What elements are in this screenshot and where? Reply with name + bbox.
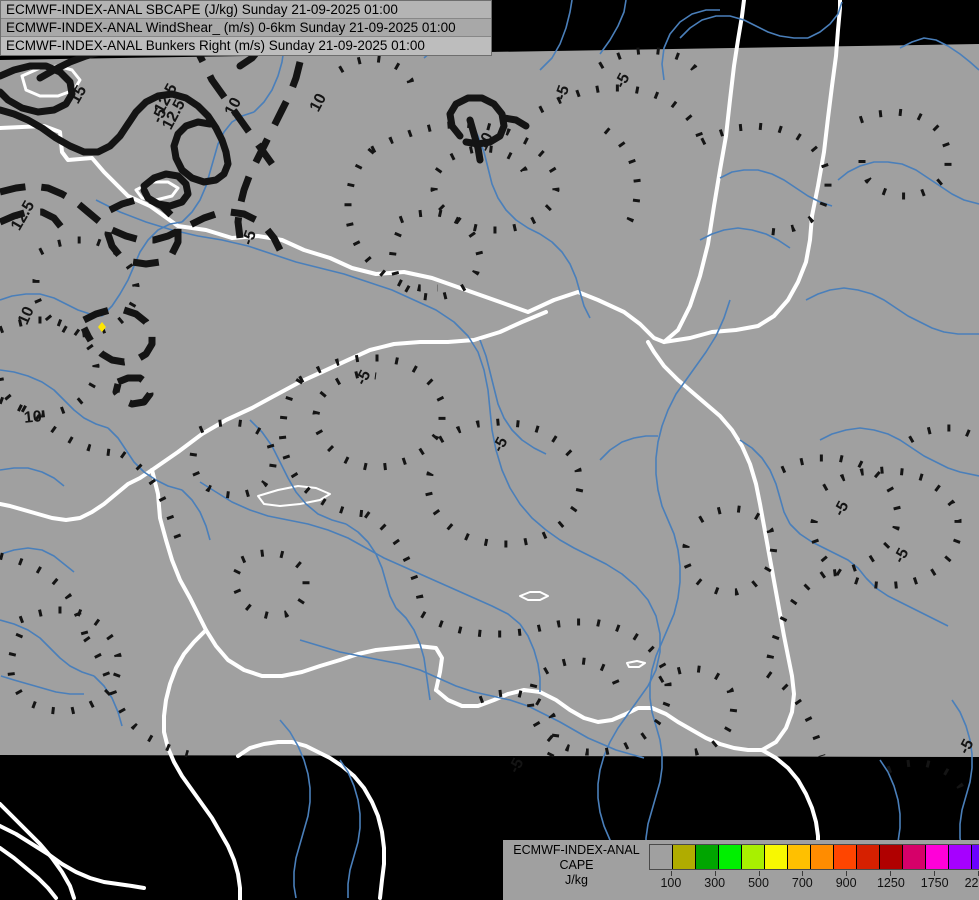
- legend-caption: ECMWF-INDEX-ANAL CAPE J/kg: [509, 843, 644, 888]
- tick-mark: [758, 871, 760, 876]
- colorbar-swatch-3: [719, 845, 742, 869]
- colorbar-tick-100: 100: [660, 871, 715, 895]
- contour-label-neg5: -5: [489, 434, 512, 456]
- tick-mark: [933, 871, 935, 876]
- tick-label: 100: [660, 876, 682, 890]
- tick-label: 1750: [920, 876, 949, 890]
- colorbar-swatch-10: [880, 845, 903, 869]
- title-line-bunkers-right: ECMWF-INDEX-ANAL Bunkers Right (m/s) Sun…: [1, 37, 491, 55]
- colorbar-tick-300: 300: [704, 871, 759, 895]
- storm-marker-icon: [98, 322, 106, 332]
- colorbar-tick-900: 900: [836, 871, 890, 895]
- title-line-windshear: ECMWF-INDEX-ANAL WindShear_ (m/s) 0-6km …: [1, 19, 491, 37]
- colorbar-tick-500: 500: [748, 871, 803, 895]
- tick-label: 1250: [876, 876, 905, 890]
- cape-colorbar[interactable]: [649, 844, 979, 870]
- tick-mark: [802, 871, 804, 876]
- colorbar-swatch-12: [926, 845, 949, 869]
- colorbar-swatch-8: [834, 845, 857, 869]
- contour-label-10: 10: [221, 94, 246, 119]
- colorbar-swatch-7: [811, 845, 834, 869]
- tick-mark: [714, 871, 716, 876]
- contour-label-neg5: -5: [352, 367, 375, 389]
- contour-label-12neg5: 12.5: [159, 97, 189, 133]
- legend-units: J/kg: [565, 873, 588, 887]
- contour-label-neg5: -5: [239, 228, 261, 248]
- title-line-sbcape: ECMWF-INDEX-ANAL SBCAPE (J/kg) Sunday 21…: [1, 1, 491, 19]
- colorbar-swatch-4: [742, 845, 765, 869]
- colorbar-swatch-9: [857, 845, 880, 869]
- tick-mark: [977, 871, 979, 876]
- contour-label-10: 10: [15, 304, 38, 328]
- cape-colorbar-ticks: 10030050070090012501750225030005000: [649, 871, 979, 895]
- contour-label-12neg5: 12.5: [151, 81, 181, 117]
- colorbar-tick-1250: 1250: [877, 871, 934, 895]
- colorbar-swatch-6: [788, 845, 811, 869]
- contour-label-neg5: -5: [611, 70, 634, 92]
- tick-label: 300: [704, 876, 726, 890]
- tick-label: 2250: [964, 876, 979, 890]
- map-title-overlay: ECMWF-INDEX-ANAL SBCAPE (J/kg) Sunday 21…: [0, 0, 492, 56]
- colorbar-swatch-1: [673, 845, 696, 869]
- contour-label-neg5: -5: [890, 545, 913, 567]
- colorbar-tick-2250: 2250: [965, 871, 979, 895]
- contour-label-neg5: -5: [148, 105, 171, 126]
- cape-legend-panel: ECMWF-INDEX-ANAL CAPE J/kg 100 300 500 700 9…: [503, 840, 979, 900]
- tick-label: 900: [835, 876, 857, 890]
- contour-label-15: 15: [66, 82, 91, 107]
- tick-label: 500: [748, 876, 769, 890]
- contour-label-neg5: -5: [830, 498, 853, 520]
- legend-parameter-name: CAPE: [559, 858, 594, 872]
- legend-model-name: ECMWF-INDEX-ANAL: [513, 843, 640, 857]
- contour-label-10: 10: [473, 129, 498, 154]
- contour-label-neg5: -5: [552, 83, 574, 103]
- tick-mark: [889, 871, 891, 876]
- colorbar-swatch-14: [972, 845, 979, 869]
- contour-label-10: 10: [23, 408, 43, 427]
- tick-label: 700: [791, 876, 813, 890]
- colorbar-swatch-13: [949, 845, 972, 869]
- contour-label-neg5: -5: [955, 736, 978, 758]
- colorbar-tick-700: 700: [792, 871, 846, 895]
- tick-mark: [846, 871, 848, 876]
- contour-label-10: 10: [306, 90, 331, 115]
- contour-label-12neg5: 12.5: [7, 198, 39, 234]
- colorbar-swatch-2: [696, 845, 719, 869]
- contour-label-neg5: -5: [505, 755, 528, 777]
- colorbar-swatch-5: [765, 845, 788, 869]
- tick-mark: [670, 871, 672, 876]
- colorbar-swatch-0: [650, 845, 673, 869]
- colorbar-tick-1750: 1750: [921, 871, 978, 895]
- colorbar-swatch-11: [903, 845, 926, 869]
